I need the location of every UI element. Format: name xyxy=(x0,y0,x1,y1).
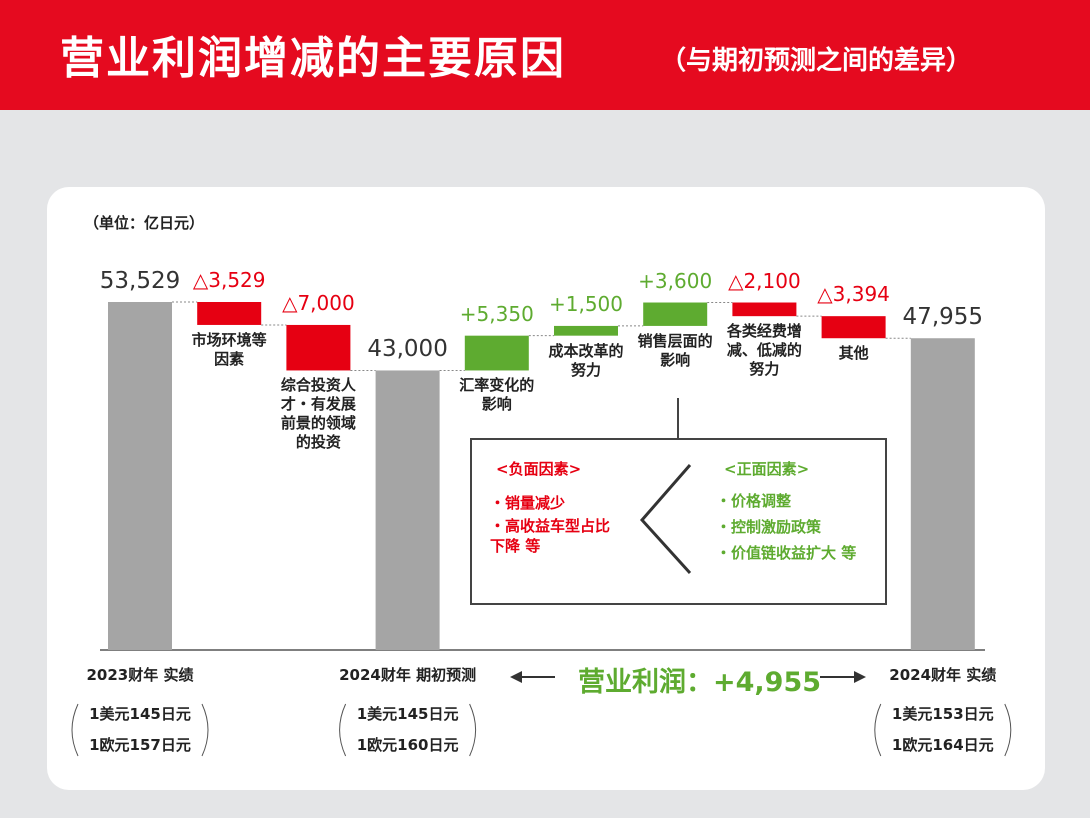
rate-note: 1美元153日元 xyxy=(891,705,994,723)
negative-item: ・销量减少 xyxy=(490,494,566,512)
summary: 营业利润：+4,955 xyxy=(578,667,822,698)
rate-note: 1欧元157日元 xyxy=(89,736,191,754)
unit: （单位：亿日元） xyxy=(84,214,205,232)
total-label: 2024财年 期初预测 xyxy=(339,666,477,684)
value-label: △3,394 xyxy=(817,282,890,307)
header: 营业利润增减的主要原因 （与期初预测之间的差异） xyxy=(0,0,1090,110)
total-label: 2024财年 实绩 xyxy=(889,666,997,684)
category-label: 成本改革的努力 xyxy=(548,341,624,379)
category-label: 汇率变化的影响 xyxy=(459,376,535,414)
category-label: 综合投资人才・有发展前景的领域的投资 xyxy=(280,376,356,452)
negative-item: ・高收益车型占比下降 等 xyxy=(490,517,611,555)
title: 营业利润增减的主要原因 xyxy=(60,33,566,84)
positive-item: ・价格调整 xyxy=(716,492,792,510)
value-label: +5,350 xyxy=(459,301,534,326)
rate-note: 1美元145日元 xyxy=(356,705,459,723)
subtitle: （与期初预测之间的差异） xyxy=(660,46,973,76)
value-label: 43,000 xyxy=(367,336,448,363)
category-label: 销售层面的影响 xyxy=(637,331,713,369)
value-label: 53,529 xyxy=(99,268,181,294)
value-label: △7,000 xyxy=(282,290,355,315)
rate-note: 1欧元164日元 xyxy=(891,736,994,754)
category-label: 市场环境等因素 xyxy=(191,330,267,368)
value-label: 47,955 xyxy=(902,304,984,331)
rate-note: 1美元145日元 xyxy=(89,705,191,723)
value-label: △2,100 xyxy=(728,268,801,293)
value-label: +1,500 xyxy=(548,291,623,316)
positive-title: <正面因素> xyxy=(724,460,810,478)
category-label: 其他 xyxy=(838,344,869,363)
category-label: 各类经费增减、低减的努力 xyxy=(726,322,802,379)
value-label: +3,600 xyxy=(638,268,713,293)
positive-item: ・价值链收益扩大 等 xyxy=(716,544,857,562)
value-label: △3,529 xyxy=(192,268,266,292)
positive-item: ・控制激励政策 xyxy=(716,518,822,536)
factor-box: <负面因素> ・销量减少 ・高收益车型占比下降 等 <正面因素> ・价格调整 ・… xyxy=(470,438,887,605)
rate-note: 1欧元160日元 xyxy=(356,736,459,754)
total-label: 2023财年 实绩 xyxy=(86,666,194,684)
negative-title: <负面因素> xyxy=(496,460,582,478)
